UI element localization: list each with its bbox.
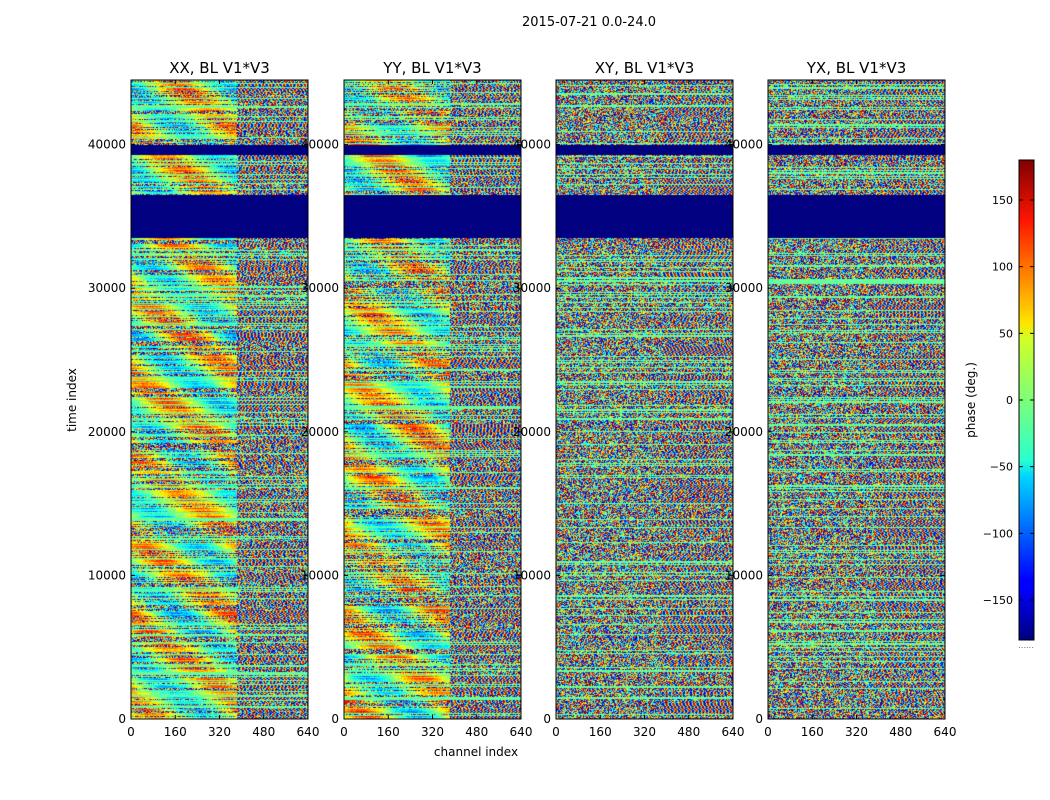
colorbar-tick-label: −150 [983, 594, 1013, 607]
x-tick-label: 160 [164, 725, 187, 739]
x-tick-label: 0 [764, 725, 772, 739]
y-tick-label: 20000 [301, 425, 339, 439]
x-tick-label: 480 [889, 725, 912, 739]
colorbar-label: phase (deg.) [964, 362, 978, 438]
x-tick-label: 160 [589, 725, 612, 739]
x-tick-label: 0 [340, 725, 348, 739]
colorbar-tick-label: 100 [992, 261, 1013, 274]
heatmap-raster [556, 80, 733, 719]
heatmap-raster [768, 80, 945, 719]
x-tick-label: 160 [377, 725, 400, 739]
heatmap-panel-1: XX, BL V1*V3 0 160 320 480 640 0 10000 20000 3000… [88, 59, 320, 739]
x-tick-label: 0 [552, 725, 560, 739]
colorbar-tick-label: −50 [990, 461, 1013, 474]
y-tick-label: 20000 [513, 425, 551, 439]
y-axis-label: time index [65, 368, 79, 432]
y-tick-label: 30000 [513, 281, 551, 295]
panel-title: XX, BL V1*V3 [169, 59, 270, 77]
y-tick-label: 40000 [301, 138, 339, 152]
y-tick-label: 30000 [88, 281, 126, 295]
y-tick-label: 30000 [301, 281, 339, 295]
colorbar-tick-label: 0 [1006, 394, 1013, 407]
y-tick-label: 30000 [725, 281, 763, 295]
y-tick-label: 0 [543, 712, 551, 726]
x-tick-label: 320 [208, 725, 231, 739]
x-tick-label: 640 [510, 725, 533, 739]
y-tick-label: 0 [755, 712, 763, 726]
colorbar-ticks: 150 100 50 0 −50 −100 −150 [983, 194, 1034, 607]
y-tick-label: 20000 [725, 425, 763, 439]
x-tick-label: 480 [677, 725, 700, 739]
x-tick-label: 480 [465, 725, 488, 739]
colorbar-tick-label: 150 [992, 194, 1013, 207]
heatmap-panel-3: XY, BL V1*V3 0 160 320 480 640 0 10000 20000 3000… [513, 59, 745, 739]
figure-suptitle: 2015-07-21 0.0-24.0 [522, 15, 656, 30]
colorbar-tick-label: 50 [999, 327, 1013, 340]
x-axis-label: channel index [434, 745, 518, 759]
panel-title: XY, BL V1*V3 [595, 59, 695, 77]
y-tick-label: 10000 [725, 568, 763, 582]
heatmap-panel-2: YY, BL V1*V3 0 160 320 480 640 0 10000 20000 3000… [301, 59, 533, 739]
x-tick-label: 480 [252, 725, 275, 739]
panel-title: YX, BL V1*V3 [806, 59, 907, 77]
x-tick-label: 320 [421, 725, 444, 739]
x-tick-label: 160 [801, 725, 824, 739]
heatmap-raster [344, 80, 521, 719]
colorbar: 150 100 50 0 −50 −100 −150 phase (deg.) ...... [964, 159, 1035, 650]
y-tick-label: 40000 [88, 138, 126, 152]
x-tick-label: 320 [633, 725, 656, 739]
y-tick-label: 20000 [88, 425, 126, 439]
heatmap-panel-4: YX, BL V1*V3 0 160 320 480 640 0 10000 20000 3000… [725, 59, 957, 739]
panels: XX, BL V1*V3 0 160 320 480 640 0 10000 20000 3000… [88, 59, 957, 739]
y-tick-label: 10000 [301, 568, 339, 582]
y-tick-label: 40000 [513, 138, 551, 152]
x-tick-label: 0 [127, 725, 135, 739]
y-tick-label: 40000 [725, 138, 763, 152]
panel-title: YY, BL V1*V3 [382, 59, 481, 77]
y-tick-label: 0 [118, 712, 126, 726]
y-tick-label: 10000 [88, 568, 126, 582]
y-tick-label: 10000 [513, 568, 551, 582]
x-tick-label: 320 [845, 725, 868, 739]
x-tick-label: 640 [722, 725, 745, 739]
colorbar-tick-label: −100 [983, 527, 1013, 540]
y-tick-label: 0 [331, 712, 339, 726]
heatmap-raster [131, 80, 308, 719]
x-tick-label: 640 [297, 725, 320, 739]
x-tick-label: 640 [934, 725, 957, 739]
colorbar-footer: ...... [1018, 641, 1033, 650]
